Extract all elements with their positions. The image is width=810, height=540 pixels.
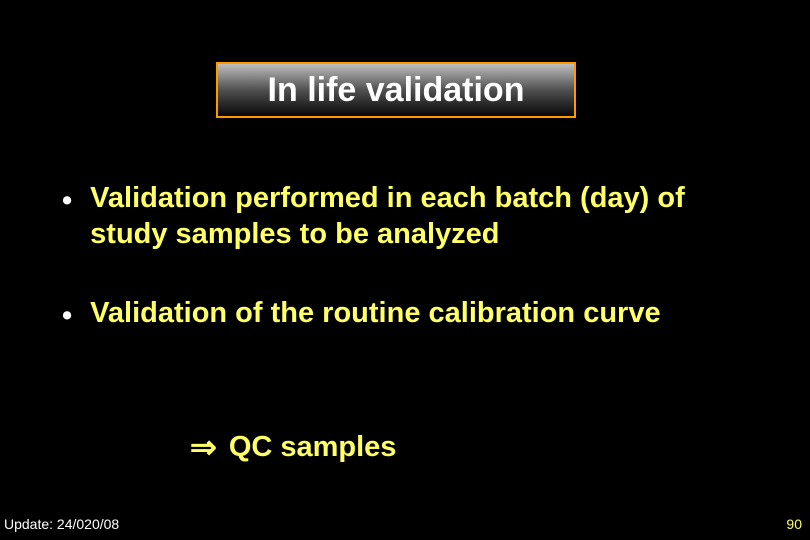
- footer-update: Update: 24/020/08: [4, 516, 119, 532]
- qc-text: QC samples: [229, 431, 397, 464]
- bullet-item: • Validation of the routine calibration …: [62, 295, 755, 334]
- qc-line: ⇒ QC samples: [190, 428, 396, 466]
- bullet-item: • Validation performed in each batch (da…: [62, 180, 755, 253]
- page-number: 90: [786, 516, 802, 532]
- bullet-text: Validation of the routine calibration cu…: [90, 295, 660, 331]
- slide-title: In life validation: [268, 71, 525, 110]
- title-box: In life validation: [216, 62, 576, 118]
- bullet-marker: •: [62, 184, 72, 219]
- arrow-icon: ⇒: [190, 428, 217, 466]
- bullet-text: Validation performed in each batch (day)…: [90, 180, 755, 253]
- bullet-list: • Validation performed in each batch (da…: [62, 180, 755, 375]
- bullet-marker: •: [62, 299, 72, 334]
